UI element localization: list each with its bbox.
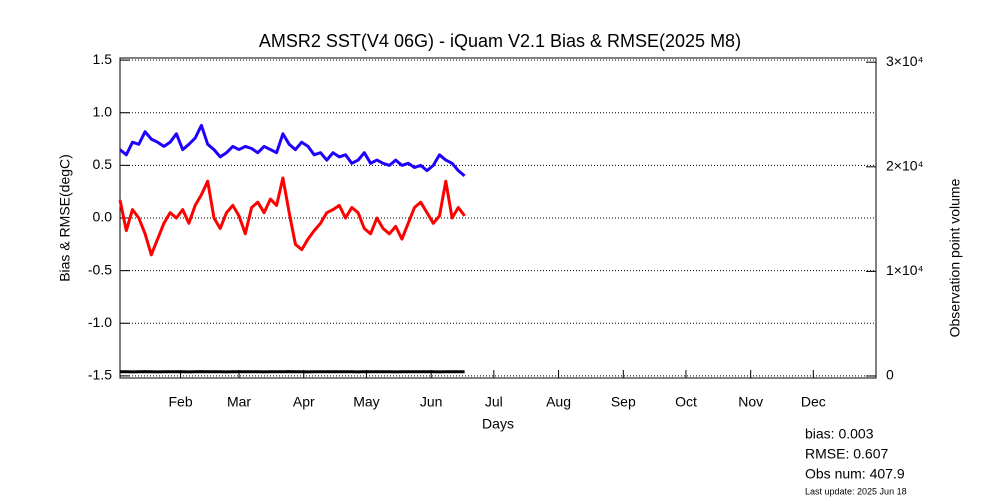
y-tick-label: -0.5 — [88, 261, 112, 277]
series-line — [118, 176, 466, 257]
y2-tick-label: 3×10⁴ — [886, 53, 924, 69]
y2-tick-label: 0 — [886, 367, 894, 383]
stat-note: RMSE: 0.607 — [805, 446, 888, 462]
x-tick-label: Feb — [169, 394, 193, 410]
x-tick-label: Sep — [611, 394, 636, 410]
x-axis-label: Days — [482, 416, 514, 432]
x-tick-label: Nov — [738, 394, 763, 410]
x-tick-label: Jul — [485, 394, 503, 410]
y2-axis-label: Observation point volume — [947, 178, 963, 337]
stat-note: bias: 0.003 — [805, 426, 874, 442]
y-tick-label: 0.0 — [93, 209, 113, 225]
y2-tick-label: 1×10⁴ — [886, 262, 924, 278]
series-line — [119, 123, 466, 178]
x-tick-label: Dec — [801, 394, 826, 410]
y-axis-label: Bias & RMSE(degC) — [57, 154, 73, 282]
x-tick-label: Aug — [546, 394, 571, 410]
y2-tick-label: 2×10⁴ — [886, 157, 924, 173]
chart-title: AMSR2 SST(V4 06G) - iQuam V2.1 Bias & RM… — [259, 31, 741, 51]
stat-note: Obs num: 407.9 — [805, 466, 905, 482]
x-tick-label: Jun — [420, 394, 443, 410]
y-tick-label: 1.0 — [93, 103, 113, 119]
x-tick-label: Mar — [227, 394, 251, 410]
stat-note: Last update: 2025 Jun 18 — [805, 486, 907, 496]
x-tick-label: Oct — [675, 394, 697, 410]
x-tick-label: Apr — [293, 394, 315, 410]
y-tick-label: -1.0 — [88, 314, 112, 330]
y-tick-label: -1.5 — [88, 367, 112, 383]
y-tick-label: 0.5 — [93, 156, 113, 172]
y-tick-label: 1.5 — [93, 51, 113, 67]
x-tick-label: May — [353, 394, 379, 410]
